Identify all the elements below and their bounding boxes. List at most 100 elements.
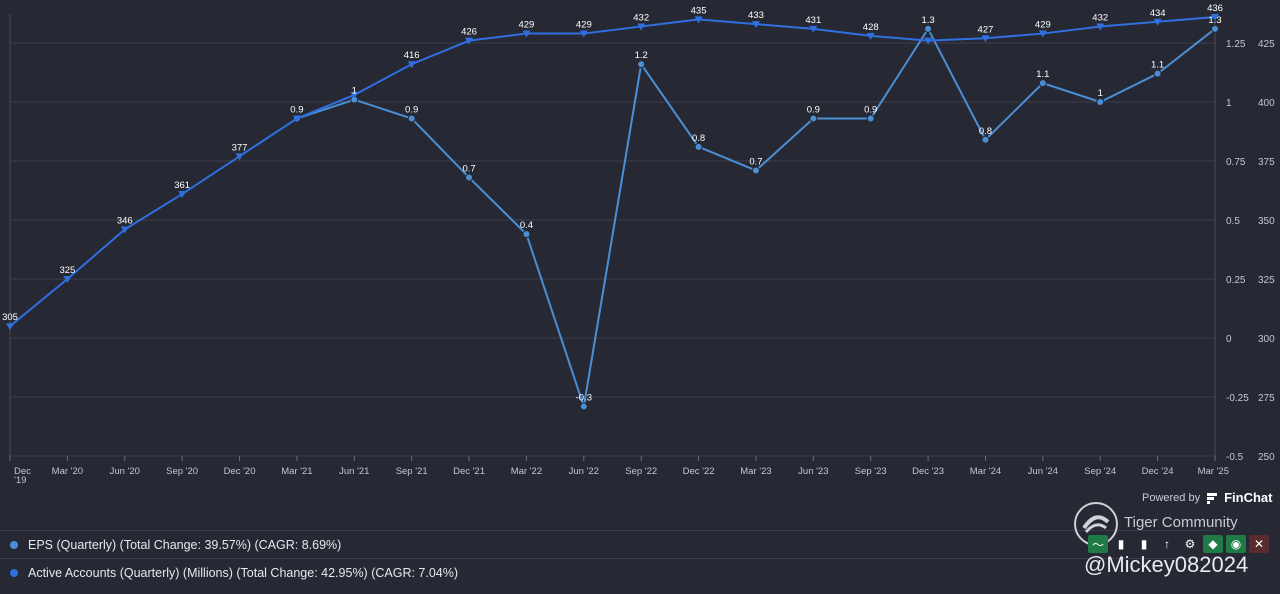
- x-tick-label: Dec '22: [683, 466, 715, 477]
- x-tick-label: Mar '23: [740, 466, 771, 477]
- bar-chart-icon[interactable]: ▮: [1117, 537, 1125, 551]
- y-left-tick-label: -0.25: [1226, 393, 1249, 404]
- y-right-tick-label: 350: [1258, 216, 1275, 227]
- x-tick-label: Mar '21: [281, 466, 312, 477]
- close-icon[interactable]: ✕: [1249, 535, 1269, 553]
- accounts-point: [981, 35, 990, 43]
- x-tick-label: Dec '20: [224, 466, 256, 477]
- eps-data-label: 1.1: [1036, 69, 1049, 80]
- gear-icon[interactable]: ⚙: [1184, 537, 1196, 551]
- eps-point: [809, 114, 818, 123]
- eye-icon[interactable]: ◉: [1226, 535, 1246, 553]
- chart-grid: [10, 42, 1215, 457]
- x-tick-label: Dec '24: [1142, 466, 1174, 477]
- eps-data-label: 1.3: [1208, 15, 1221, 26]
- accounts-data-label: 432: [633, 12, 649, 23]
- y-right-tick-label: 275: [1258, 393, 1275, 404]
- y-right-tick-label: 425: [1258, 39, 1275, 50]
- y-right-tick-label: 400: [1258, 98, 1275, 109]
- x-tick-label: Sep '20: [166, 466, 198, 477]
- accounts-point: [292, 115, 301, 123]
- legend-item-eps[interactable]: EPS (Quarterly) (Total Change: 39.57%) (…: [0, 530, 1215, 558]
- eps-point: [866, 114, 875, 123]
- accounts-point: [1038, 30, 1047, 38]
- eps-point: [694, 142, 703, 151]
- eps-data-label: 1.1: [1151, 60, 1164, 71]
- tag-icon[interactable]: ◆: [1203, 535, 1223, 553]
- accounts-point: [407, 61, 416, 69]
- accounts-point: [178, 191, 187, 199]
- accounts-point: [809, 25, 818, 33]
- x-tick-label: Sep '22: [625, 466, 657, 477]
- accounts-point: [6, 323, 14, 331]
- eps-point: [751, 166, 760, 175]
- eps-data-label: 1.3: [921, 15, 934, 26]
- accounts-data-label: 431: [805, 15, 821, 26]
- eps-point: [1211, 24, 1219, 33]
- x-tick-label: '19: [14, 475, 26, 486]
- finchat-logo-icon: [1207, 492, 1218, 504]
- x-tick-label: Dec '21: [453, 466, 485, 477]
- eps-data-label: 0.9: [807, 105, 820, 116]
- accounts-data-label: 305: [2, 312, 18, 323]
- accounts-data-label: 433: [748, 10, 764, 21]
- accounts-data-label: 429: [1035, 20, 1051, 31]
- legend-eps-label: EPS (Quarterly) (Total Change: 39.57%) (…: [28, 537, 342, 552]
- chart-axes: 1.25 425 1 400 0.75 375 0.5 350 0.25 325 0 300 -0.25…: [9, 14, 1275, 486]
- eps-data-label: 1.2: [635, 50, 648, 61]
- accounts-data-label: 434: [1150, 8, 1166, 19]
- eps-point: [465, 173, 474, 182]
- sort-icon[interactable]: ↑: [1164, 537, 1170, 551]
- x-tick-label: Jun '22: [569, 466, 599, 477]
- accounts-point: [751, 21, 760, 29]
- eps-data-label: 0.8: [979, 126, 992, 137]
- eps-point: [981, 135, 990, 144]
- eps-point: [1153, 69, 1162, 78]
- x-tick-label: Jun '20: [110, 466, 140, 477]
- accounts-point: [637, 23, 646, 31]
- watermark-community: Tiger Community: [1124, 514, 1238, 531]
- legend-item-active-accounts[interactable]: Active Accounts (Quarterly) (Millions) (…: [0, 558, 1215, 586]
- accounts-data-label: 435: [691, 5, 707, 16]
- eps-point: [579, 402, 588, 411]
- eps-data-label: 1: [352, 86, 357, 97]
- accounts-point: [522, 30, 531, 38]
- x-tick-label: Mar '22: [511, 466, 542, 477]
- watermark-handle: @Mickey082024: [1084, 552, 1249, 577]
- accounts-point: [924, 37, 933, 45]
- accounts-point: [235, 153, 244, 161]
- legend-accounts-swatch: [10, 568, 18, 577]
- eps-data-label: 0.9: [405, 105, 418, 116]
- x-tick-label: Mar '25: [1198, 466, 1229, 477]
- accounts-point: [63, 276, 72, 283]
- y-left-tick-label: 0: [1226, 334, 1232, 345]
- accounts-point: [694, 16, 703, 24]
- y-left-tick-label: 0.5: [1226, 216, 1240, 227]
- x-tick-label: Sep '23: [855, 466, 887, 477]
- eps-point: [1096, 98, 1105, 106]
- accounts-data-label: 426: [461, 27, 477, 38]
- y-left-tick-label: 0.25: [1226, 275, 1246, 286]
- chart-area: 1.25 425 1 400 0.75 375 0.5 350 0.25 325 0 300 -0.25…: [2, 3, 1275, 486]
- powered-by[interactable]: Powered by FinChat: [1142, 490, 1272, 505]
- y-right-tick-label: 375: [1258, 157, 1275, 168]
- bar-chart-alt-icon[interactable]: ▮: [1140, 537, 1148, 551]
- y-right-tick-label: 325: [1258, 275, 1275, 286]
- accounts-data-label: 377: [232, 142, 248, 153]
- eps-data-label: 0.9: [290, 105, 303, 116]
- eps-data-label: 0.7: [749, 156, 762, 167]
- trend-icon[interactable]: 〜: [1088, 535, 1108, 553]
- accounts-point: [579, 30, 588, 38]
- x-tick-label: Sep '21: [396, 466, 428, 477]
- eps-point: [1038, 79, 1047, 88]
- accounts-data-label: 432: [1092, 12, 1108, 23]
- eps-data-label: 0.8: [692, 133, 705, 144]
- x-tick-label: Sep '24: [1084, 466, 1116, 477]
- y-right-tick-label: 300: [1258, 334, 1275, 345]
- accounts-data-label: 416: [404, 50, 420, 61]
- accounts-point: [1153, 18, 1162, 26]
- powered-by-prefix: Powered by: [1142, 491, 1201, 504]
- x-tick-label: Jun '24: [1028, 466, 1058, 477]
- chart-toolbar: 〜 ▮ ▮ ↑ ⚙ ◆ ◉ ✕: [1088, 535, 1269, 553]
- y-left-tick-label: 1.25: [1226, 39, 1246, 50]
